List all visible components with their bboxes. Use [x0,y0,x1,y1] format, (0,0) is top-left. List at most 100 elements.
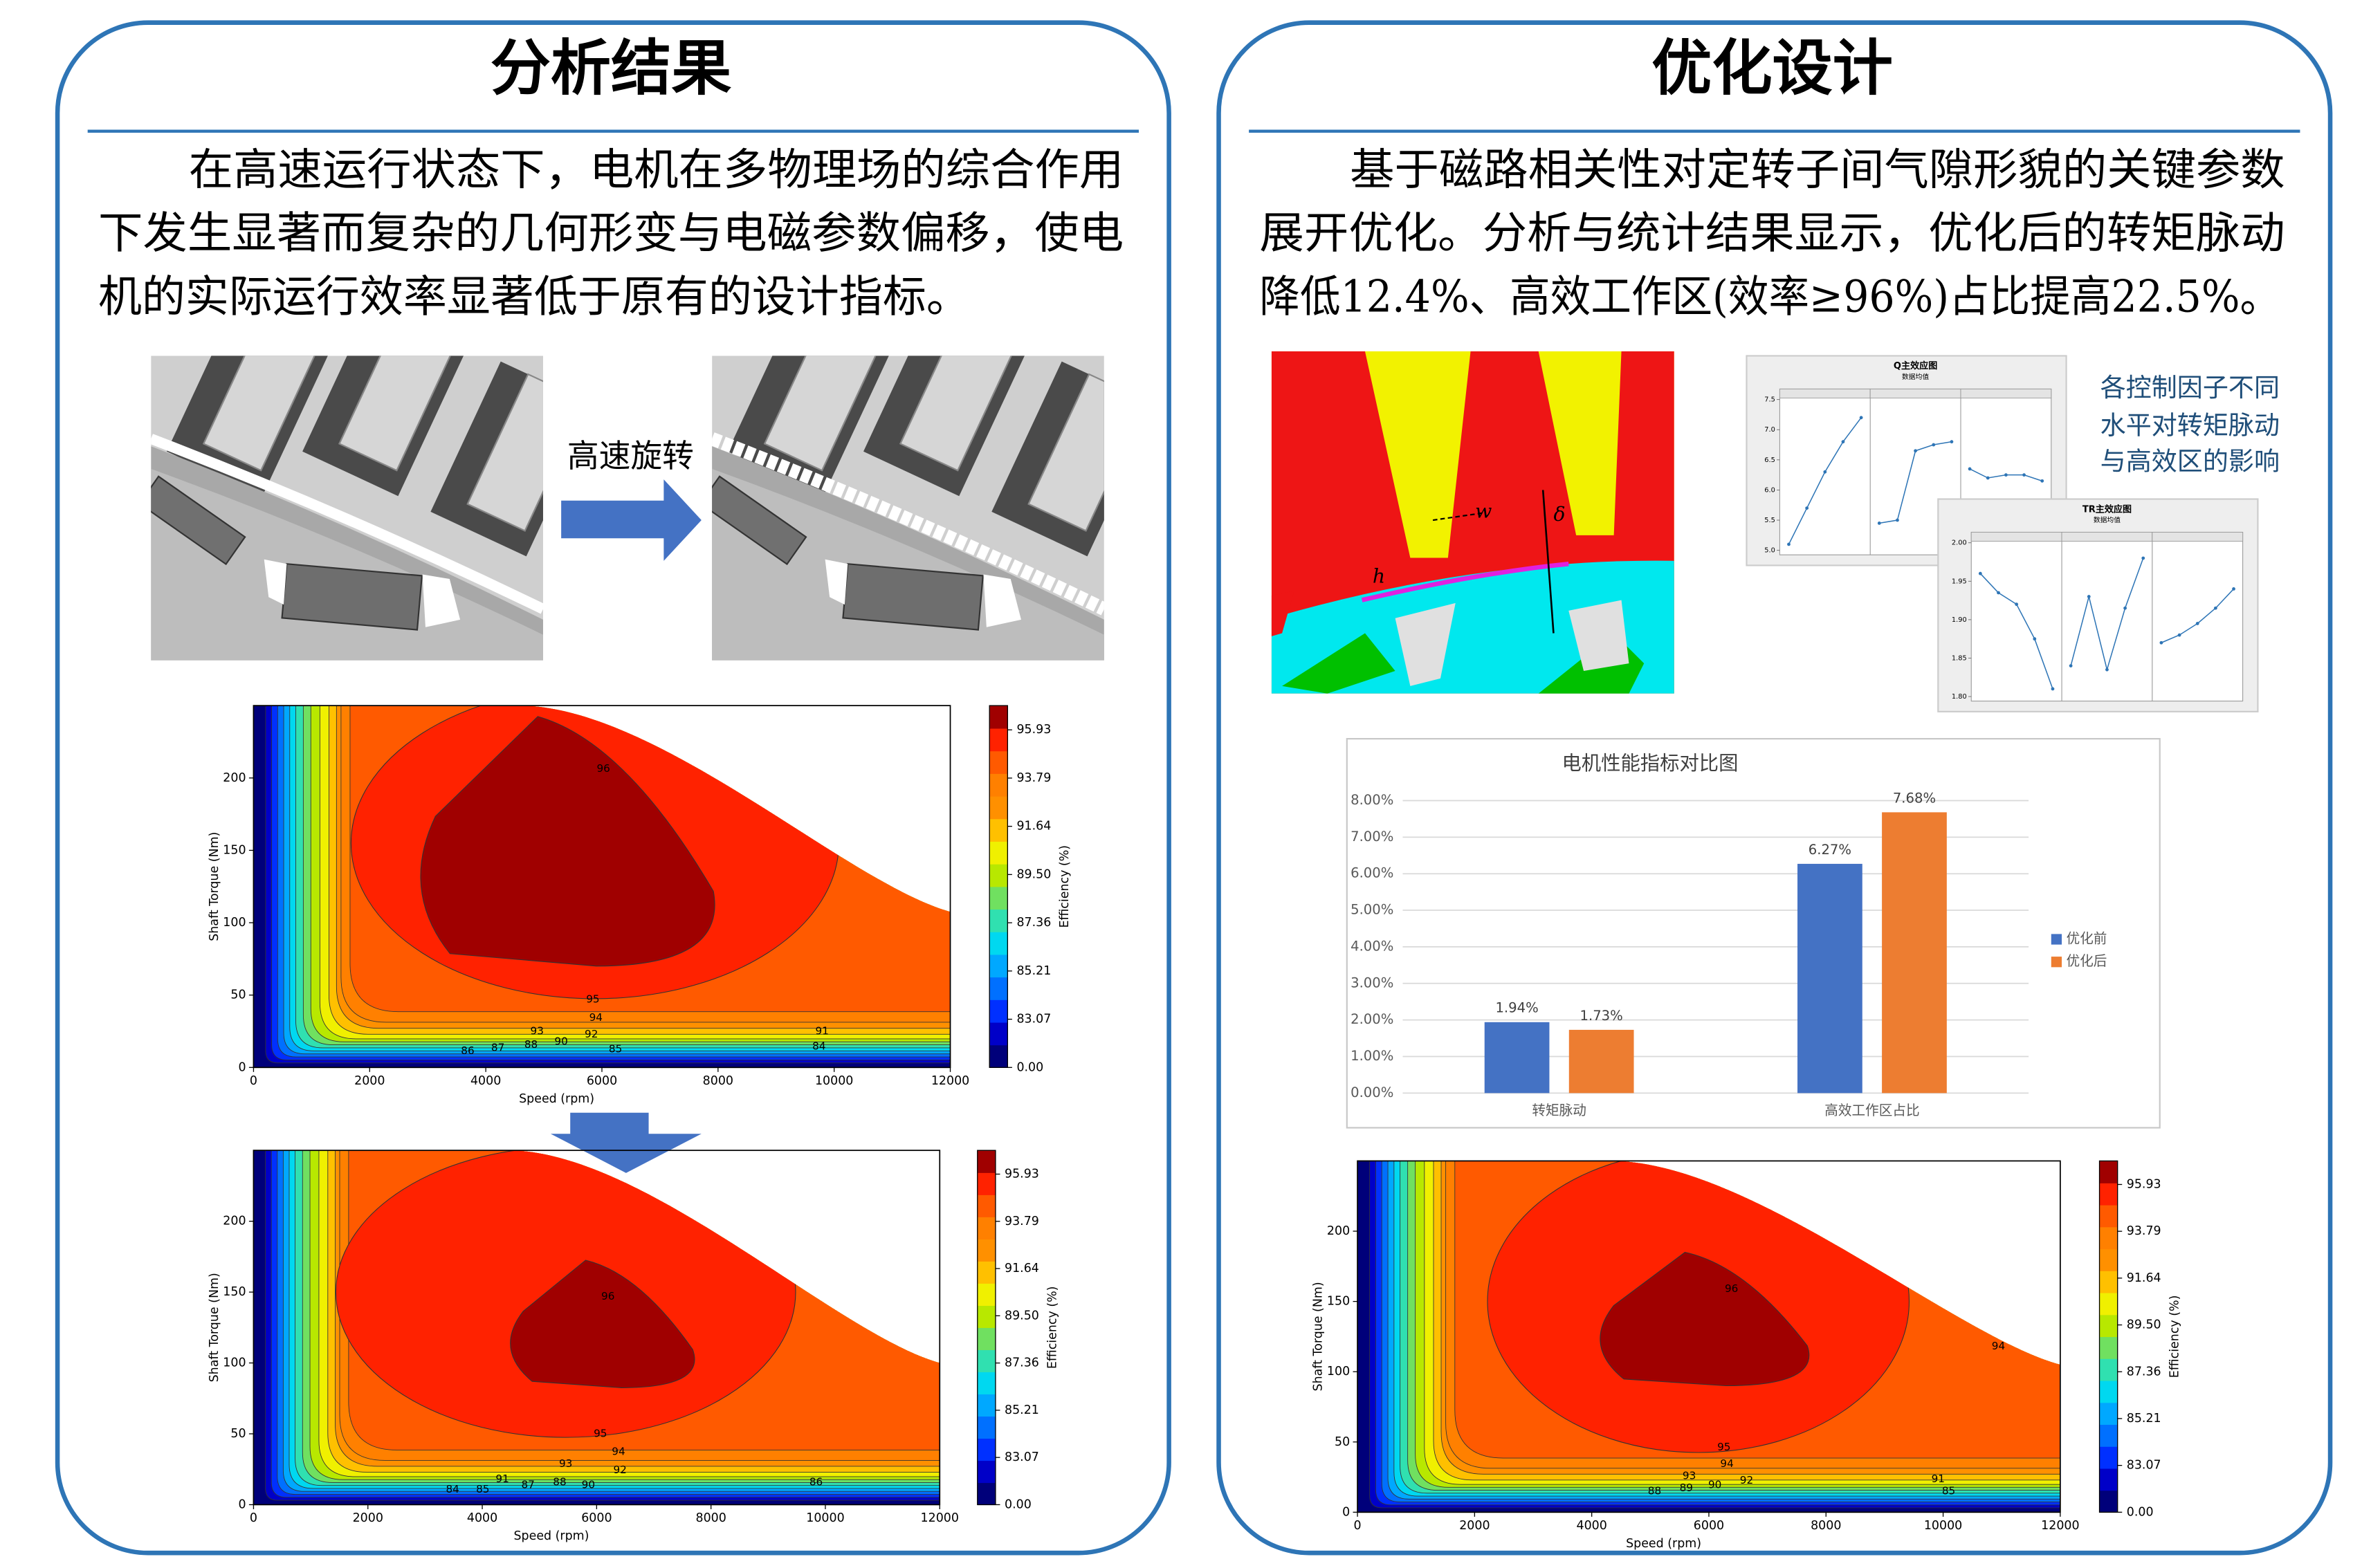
legend-swatch [2051,934,2062,945]
paragraph-line: 基于磁路相关性对定转子间气隙形貌的关键参数 [1350,144,2285,195]
effect-point [1787,542,1791,546]
contour-label: 90 [582,1479,595,1491]
colorbar-tick-label: 89.50 [1016,867,1051,881]
x-axis-label: Speed (rpm) [519,1092,594,1106]
coil [338,356,459,472]
coil [763,356,884,472]
y-axis-label: Shaft Torque (Nm) [208,1273,221,1382]
y-tick-label: 100 [1327,1365,1350,1378]
x-tick-label: 4000 [467,1511,497,1525]
effect-point [1841,440,1845,444]
motor-body [151,356,543,661]
effect-point [1805,506,1809,510]
colorbar-band [977,1327,996,1350]
colorbar-band [989,841,1008,865]
colorbar-frame [2098,1160,2118,1513]
contour-label: 88 [524,1038,538,1051]
colorbar-tick-label: 93.79 [1005,1215,1039,1228]
contour-label: 91 [1932,1473,1945,1485]
contour-label: 92 [613,1464,626,1476]
paragraph-line: 展开优化。分析与统计结果显示，优化后的转矩脉动 [1259,207,2285,259]
paragraph-line: 下发生显著而复杂的几何形变与电磁参数偏移，使电 [98,207,1124,259]
contour-label: 85 [1942,1484,1955,1497]
colorbar-band [977,1150,996,1173]
x-tick-label: 12000 [931,1074,969,1088]
contour-label: 94 [1992,1340,2005,1352]
chart-title: Q主效应图 [1894,360,1937,371]
core [420,716,715,967]
colorbar-label: Efficiency (%) [2168,1295,2182,1378]
y-tick-label: 150 [223,843,246,857]
bar [1484,1022,1550,1094]
colorbar-band [2099,1468,2118,1491]
magnet [151,475,246,566]
colorbar-tick-label: 83.07 [2127,1459,2161,1473]
colorbar-tick-label: 85.21 [1016,964,1051,978]
colorbar-band [989,999,1008,1023]
x-tick-label: 8000 [695,1511,726,1525]
panel-header [1779,388,1871,398]
colorbar-band [2099,1380,2118,1403]
panel-title: 优化设计 [1651,33,1893,104]
y-tick-label: 200 [223,1215,246,1228]
colorbar-band [977,1261,996,1284]
y-tick-label: 50 [1335,1435,1350,1449]
y-tick-label: 0 [238,1060,246,1074]
y-tick-label: 4.00% [1351,938,1393,954]
contour-label: 91 [816,1024,829,1037]
y-tick-label: 1.90 [1952,616,1967,624]
contour-label: 95 [594,1427,607,1439]
air-gap [151,434,543,614]
colorbar-tick-label: 93.79 [2127,1224,2161,1238]
colorbar-band [989,909,1008,932]
contour-label: 85 [609,1043,622,1055]
arrow [550,1112,702,1173]
y-tick-label: 200 [223,771,246,785]
x-tick-label: 高效工作区占比 [1824,1103,1919,1118]
effect-point [2004,473,2008,477]
effect-point [2123,606,2127,610]
colorbar-band [989,750,1008,774]
y-axis-label: Shaft Torque (Nm) [208,832,221,941]
annotation: 水平对转矩脉动 [2100,410,2280,440]
colorbar-band [989,932,1008,955]
colorbar-tick-label: 95.93 [1005,1168,1039,1181]
colorbar-tick-label: 89.50 [2127,1318,2161,1332]
contour-label: 94 [1720,1457,1733,1470]
x-tick-label: 8000 [1811,1519,1841,1533]
colorbar-band [977,1305,996,1328]
effect-point [2051,687,2055,691]
x-tick-label: 0 [250,1511,257,1525]
motor-image [712,356,1104,661]
colorbar-band [2099,1292,2118,1316]
value-label: 6.27% [1809,842,1851,858]
effect-point [1859,416,1863,420]
colorbar-band [977,1482,996,1506]
x-tick-label: 12000 [921,1511,959,1525]
x-tick-label: 8000 [703,1074,733,1088]
colorbar-band [989,1044,1008,1068]
contour-label: 84 [812,1040,825,1052]
contour-label: 93 [559,1457,572,1470]
contour-label: 86 [809,1475,823,1488]
chart-title: 电机性能指标对比图 [1562,752,1738,775]
colorbar-label: Efficiency (%) [1058,845,1072,928]
contour-label: 92 [585,1028,598,1040]
y-tick-label: 0.00% [1351,1085,1393,1100]
contour-label: 87 [521,1479,534,1491]
value-label: 7.68% [1893,790,1936,806]
x-tick-label: 6000 [581,1511,612,1525]
chart-box [1346,738,2161,1129]
contour-label: 92 [1740,1474,1753,1486]
coil [1027,373,1104,532]
colorbar-tick-label: 87.36 [1005,1356,1039,1370]
core [1600,1251,1810,1387]
air-gap-diagram: w δ h [1271,351,1674,694]
plot-frame [253,1150,941,1506]
y-tick-label: 0 [238,1497,246,1511]
colorbar-band [2099,1161,2118,1183]
colorbar-tick-label: 93.79 [1016,771,1051,785]
colorbar-band [989,977,1008,1000]
colorbar-band [977,1172,996,1195]
colorbar-frame [989,705,1009,1068]
